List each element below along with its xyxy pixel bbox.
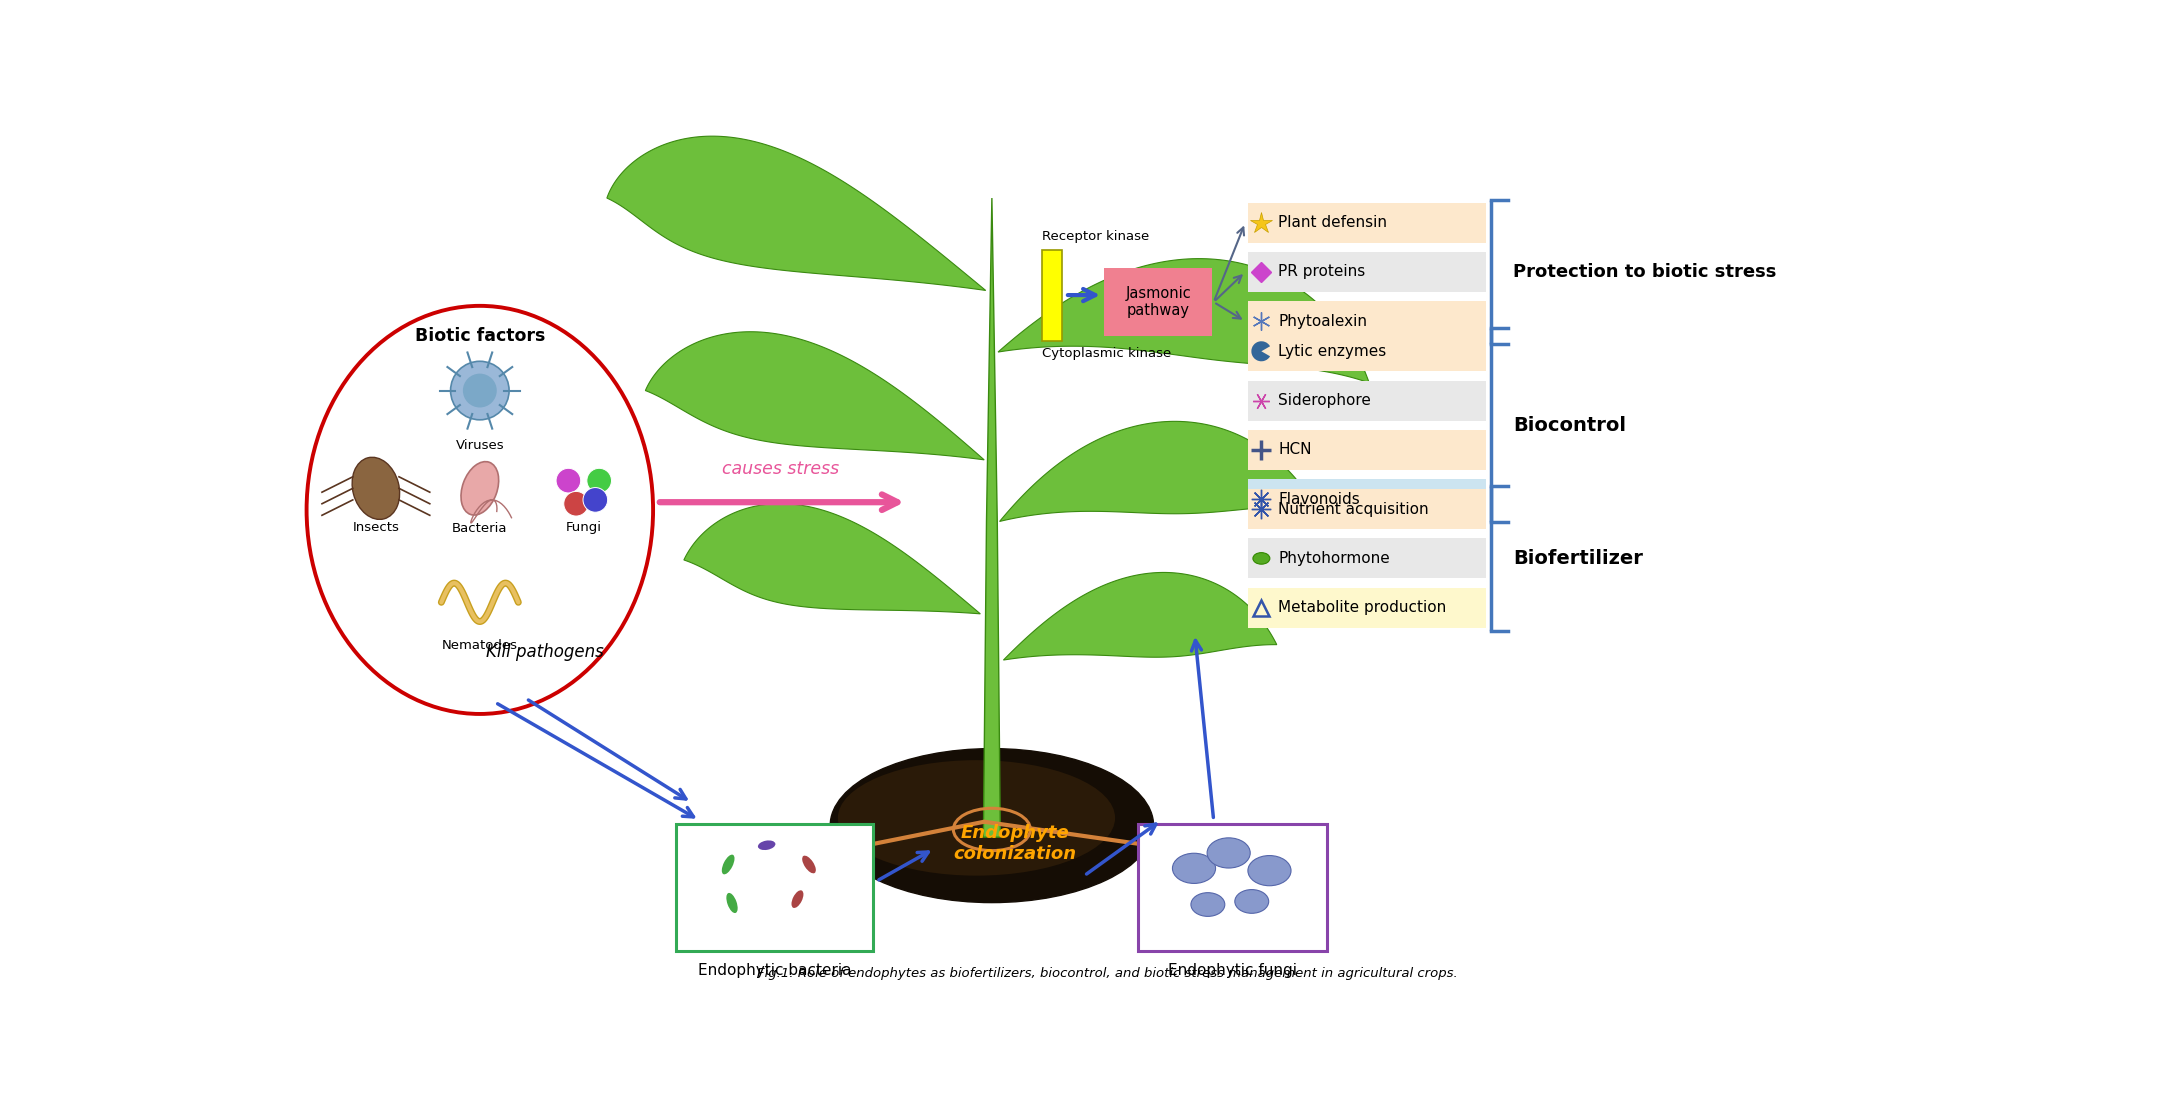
Polygon shape (984, 198, 999, 838)
Text: Receptor kinase: Receptor kinase (1043, 231, 1149, 243)
Text: Metabolite production: Metabolite production (1278, 600, 1447, 615)
Ellipse shape (757, 841, 774, 850)
Text: HCN: HCN (1278, 442, 1311, 457)
Bar (1248, 302, 1486, 341)
Text: Nematodes: Nematodes (441, 640, 517, 652)
Ellipse shape (1235, 890, 1270, 914)
Ellipse shape (353, 457, 400, 519)
Text: Viruses: Viruses (456, 439, 504, 452)
Bar (1043, 250, 1062, 340)
Ellipse shape (307, 306, 653, 714)
Text: PR proteins: PR proteins (1278, 264, 1365, 280)
Bar (1248, 430, 1486, 470)
Text: Nutrient acquisition: Nutrient acquisition (1278, 502, 1430, 517)
Circle shape (584, 487, 608, 513)
Circle shape (556, 469, 580, 493)
Ellipse shape (1248, 855, 1291, 886)
Circle shape (565, 492, 588, 516)
Ellipse shape (722, 854, 735, 874)
Text: Phytohormone: Phytohormone (1278, 551, 1391, 566)
Ellipse shape (1192, 893, 1224, 916)
Text: Protection to biotic stress: Protection to biotic stress (1514, 263, 1776, 281)
Ellipse shape (837, 760, 1116, 875)
Bar (1248, 332, 1486, 371)
Bar (1248, 252, 1486, 292)
Polygon shape (684, 504, 980, 614)
Text: Kill pathogens: Kill pathogens (487, 643, 603, 662)
Polygon shape (999, 421, 1315, 522)
Text: Endophytic bacteria: Endophytic bacteria (699, 964, 850, 978)
Ellipse shape (1172, 853, 1216, 883)
Text: causes stress: causes stress (722, 460, 839, 477)
Ellipse shape (802, 855, 815, 873)
Circle shape (463, 373, 497, 408)
Ellipse shape (1252, 552, 1270, 565)
Bar (1248, 480, 1486, 519)
Wedge shape (1252, 341, 1270, 361)
Polygon shape (997, 259, 1369, 382)
Ellipse shape (831, 748, 1153, 903)
Text: Bacteria: Bacteria (452, 523, 508, 535)
Text: Endophytic fungi: Endophytic fungi (1168, 964, 1298, 978)
Polygon shape (608, 136, 986, 291)
Text: Fungi: Fungi (567, 522, 601, 535)
Text: Cytoplasmic kinase: Cytoplasmic kinase (1043, 347, 1170, 359)
Text: Lytic enzymes: Lytic enzymes (1278, 344, 1386, 359)
Ellipse shape (1207, 838, 1250, 869)
Text: Siderophore: Siderophore (1278, 393, 1371, 408)
Circle shape (450, 361, 508, 420)
Polygon shape (645, 332, 984, 460)
Bar (1248, 202, 1486, 243)
Text: Biotic factors: Biotic factors (415, 327, 545, 346)
Text: Phytoalexin: Phytoalexin (1278, 314, 1367, 329)
Ellipse shape (727, 893, 738, 913)
Bar (1248, 380, 1486, 421)
Ellipse shape (461, 462, 500, 515)
Ellipse shape (792, 891, 802, 908)
Bar (1138, 824, 1326, 951)
Text: Endophyte
colonization: Endophyte colonization (954, 824, 1077, 863)
Text: Insects: Insects (353, 522, 400, 535)
Text: Flavonoids: Flavonoids (1278, 492, 1361, 506)
Text: Biofertilizer: Biofertilizer (1514, 549, 1644, 568)
Bar (1248, 490, 1486, 529)
Text: Fig.1. Role of endophytes as biofertilizers, biocontrol, and biotic stress manag: Fig.1. Role of endophytes as biofertiliz… (757, 967, 1458, 980)
Circle shape (586, 469, 612, 493)
Text: Plant defensin: Plant defensin (1278, 215, 1386, 230)
Bar (1248, 538, 1486, 578)
Text: Biocontrol: Biocontrol (1514, 415, 1627, 434)
Polygon shape (1004, 572, 1276, 660)
Text: Jasmonic
pathway: Jasmonic pathway (1125, 286, 1192, 318)
Bar (677, 824, 872, 951)
Bar (1105, 269, 1211, 336)
Bar (1248, 588, 1486, 628)
